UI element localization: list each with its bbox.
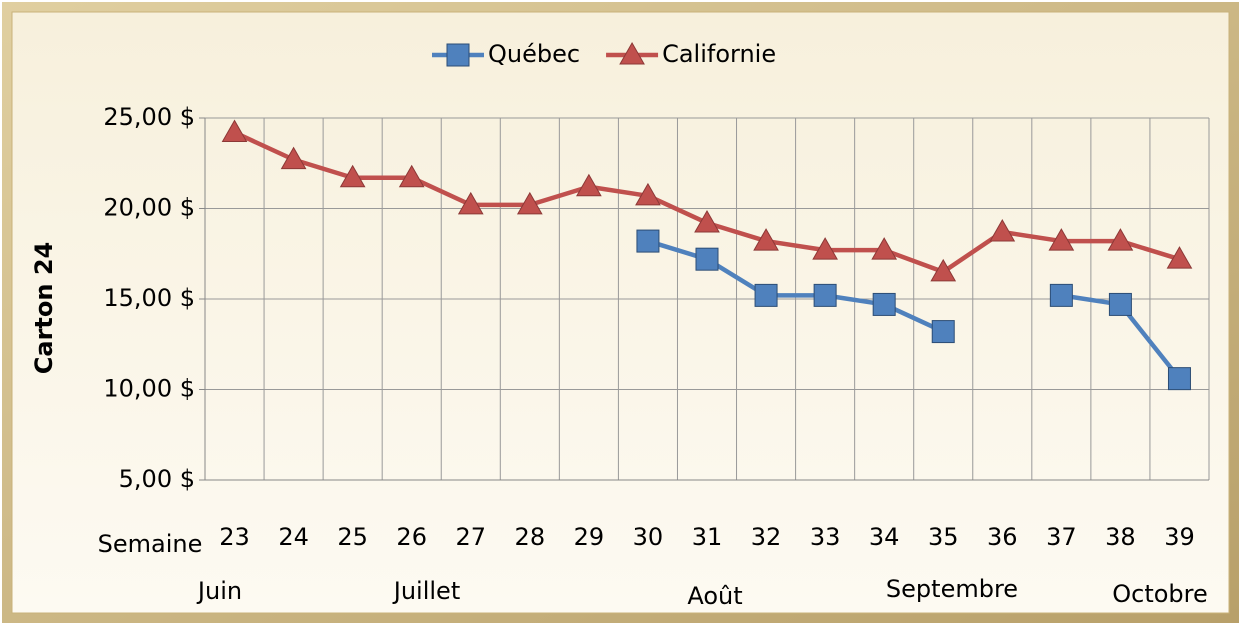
x-tick-label: 29 [574, 523, 605, 551]
marker [576, 173, 602, 197]
marker [635, 182, 661, 206]
x-tick-label: 28 [515, 523, 546, 551]
marker [1108, 292, 1132, 316]
marker [280, 146, 307, 170]
y-tick-label: 25,00 $ [103, 103, 195, 131]
x-tick-label: 32 [751, 523, 782, 551]
marker [221, 119, 248, 142]
y-tick-label: 5,00 $ [119, 465, 195, 493]
y-axis-label: Carton 24 [30, 242, 58, 374]
x-tick-label: 31 [692, 523, 723, 551]
month-label: Juillet [392, 577, 460, 605]
marker [516, 191, 543, 215]
x-tick-label: 36 [987, 523, 1018, 551]
x-tick-label: 35 [928, 523, 959, 551]
x-tick-label: 25 [337, 523, 368, 551]
marker [753, 228, 779, 251]
marker [812, 237, 838, 260]
x-tick-label: 33 [810, 523, 841, 551]
legend: Québec Californie [432, 40, 776, 68]
x-tick-label: 39 [1164, 523, 1195, 551]
month-label: Août [687, 582, 742, 610]
x-tick-label: 34 [869, 523, 900, 551]
marker [694, 209, 720, 233]
x-tick-label: 30 [633, 523, 664, 551]
marker [989, 219, 1016, 242]
y-tick-label: 10,00 $ [103, 375, 195, 403]
month-label: Octobre [1112, 580, 1208, 608]
month-label: Septembre [886, 575, 1018, 603]
marker [1167, 367, 1191, 391]
x-tick-label: 26 [396, 523, 427, 551]
marker [457, 191, 484, 215]
marker [813, 283, 837, 307]
y-tick-label: 15,00 $ [103, 284, 195, 312]
marker [871, 237, 898, 260]
marker [339, 164, 366, 188]
marker [1107, 228, 1134, 251]
y-tick-label: 20,00 $ [103, 194, 195, 222]
marker [754, 283, 778, 307]
marker [872, 292, 896, 316]
marker [931, 320, 955, 344]
legend-label: Québec [488, 40, 580, 68]
marker [930, 258, 957, 282]
marker [398, 164, 425, 188]
month-label: Juin [196, 577, 242, 605]
x-tick-label: 37 [1046, 523, 1077, 551]
x-tick-label: 38 [1105, 523, 1136, 551]
x-tick-label: 27 [455, 523, 486, 551]
marker [619, 41, 645, 65]
x-tick-label: 23 [219, 523, 250, 551]
marker [1166, 246, 1193, 269]
x-axis-label: Semaine [98, 530, 203, 558]
marker [695, 247, 719, 271]
legend-label: Californie [662, 40, 776, 68]
marker [1048, 228, 1075, 251]
marker [446, 43, 470, 67]
marker [1049, 283, 1073, 307]
chart-area [11, 11, 1230, 614]
marker [636, 229, 660, 253]
x-tick-label: 24 [278, 523, 309, 551]
